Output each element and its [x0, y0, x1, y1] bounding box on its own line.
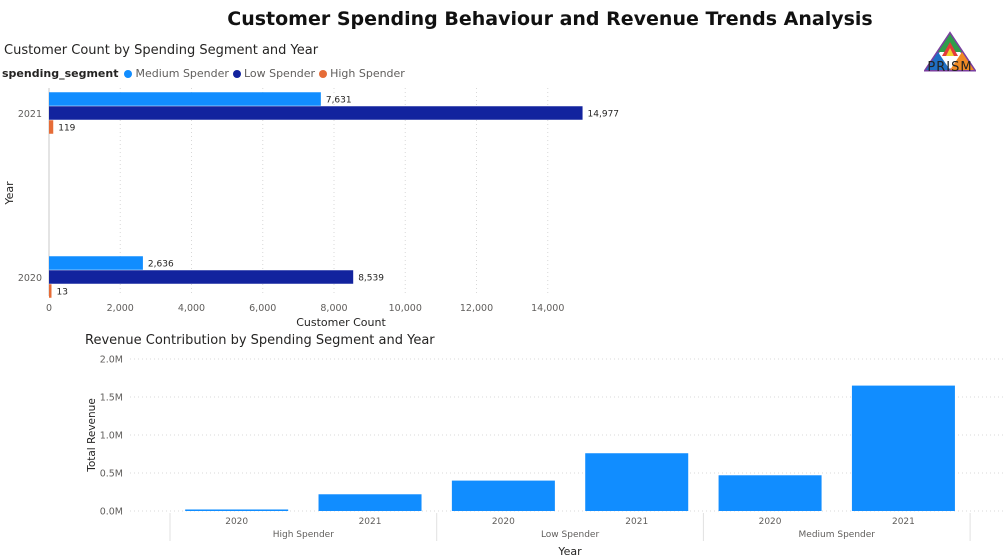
- y-axis-title: Total Revenue: [86, 398, 98, 473]
- legend-dot-icon: [232, 69, 241, 78]
- y-axis-title: Year: [3, 181, 16, 206]
- bar[interactable]: [451, 480, 555, 511]
- x-group-label: High Spender: [273, 530, 334, 540]
- y-tick-label: 2.0M: [100, 355, 123, 366]
- legend-item-low-spender[interactable]: Low Spender: [232, 67, 316, 80]
- x-tick-label: 2,000: [107, 303, 134, 314]
- x-tick-label: 2021: [892, 517, 915, 527]
- x-tick-label: 0: [46, 303, 52, 314]
- legend-dot-icon: [124, 69, 133, 78]
- bar[interactable]: [49, 270, 354, 284]
- x-axis-title: Customer Count: [296, 316, 386, 329]
- x-tick-label: 14,000: [531, 303, 564, 314]
- legend-item-medium-spender[interactable]: Medium Spender: [124, 67, 229, 80]
- y-tick-label: 0.0M: [100, 507, 123, 518]
- y-tick-label: 1.5M: [100, 393, 123, 404]
- legend-dot-icon: [319, 69, 328, 78]
- legend-label: High Spender: [330, 67, 405, 80]
- data-label: 8,539: [358, 274, 384, 284]
- y-tick-label: 0.5M: [100, 469, 123, 480]
- customer-count-chart: 0 2,000 4,000 6,000 8,000 10,000 12,000 14,000 2…: [3, 88, 620, 329]
- x-tick-label: 8,000: [320, 303, 347, 314]
- data-label: 119: [58, 124, 75, 134]
- x-tick-label: 2020: [225, 517, 248, 527]
- page-title: Customer Spending Behaviour and Revenue …: [227, 8, 873, 30]
- legend-label: Low Spender: [243, 67, 316, 80]
- x-tick-label: 6,000: [249, 303, 276, 314]
- data-label: 7,631: [326, 96, 352, 106]
- bar[interactable]: [49, 92, 321, 106]
- y-tick-label: 1.0M: [100, 431, 123, 442]
- data-label: 2,636: [148, 260, 174, 270]
- y-tick-label: 2020: [18, 273, 42, 284]
- legend-item-high-spender[interactable]: High Spender: [319, 67, 405, 80]
- x-tick-label: 4,000: [178, 303, 205, 314]
- x-axis-title: Year: [557, 545, 582, 556]
- revenue-chart-title: Revenue Contribution by Spending Segment…: [85, 333, 435, 348]
- bar[interactable]: [851, 385, 955, 511]
- legend-label: Medium Spender: [135, 67, 229, 80]
- x-tick-label: 2021: [625, 517, 648, 527]
- bar[interactable]: [49, 256, 143, 270]
- data-label: 13: [57, 288, 68, 298]
- x-group-label: Medium Spender: [799, 530, 876, 540]
- bar[interactable]: [185, 509, 289, 511]
- bar[interactable]: [49, 106, 583, 120]
- x-tick-label: 10,000: [389, 303, 422, 314]
- bar[interactable]: [49, 120, 54, 134]
- x-tick-label: 12,000: [460, 303, 493, 314]
- bar[interactable]: [318, 494, 422, 511]
- legend-title: spending_segment: [2, 67, 119, 80]
- data-label: 14,977: [588, 110, 620, 120]
- x-tick-label: 2021: [359, 517, 382, 527]
- x-group-label: Low Spender: [541, 530, 600, 540]
- y-tick-label: 2021: [18, 109, 42, 120]
- prism-logo-icon: [924, 31, 976, 72]
- customer-count-legend: spending_segment Medium Spender Low Spen…: [2, 67, 409, 80]
- bar[interactable]: [49, 284, 52, 298]
- bar[interactable]: [585, 453, 689, 511]
- bar[interactable]: [718, 475, 822, 511]
- x-tick-label: 2020: [492, 517, 515, 527]
- x-tick-label: 2020: [759, 517, 782, 527]
- logo-text: PRISM: [927, 60, 973, 75]
- customer-count-chart-title: Customer Count by Spending Segment and Y…: [4, 43, 319, 58]
